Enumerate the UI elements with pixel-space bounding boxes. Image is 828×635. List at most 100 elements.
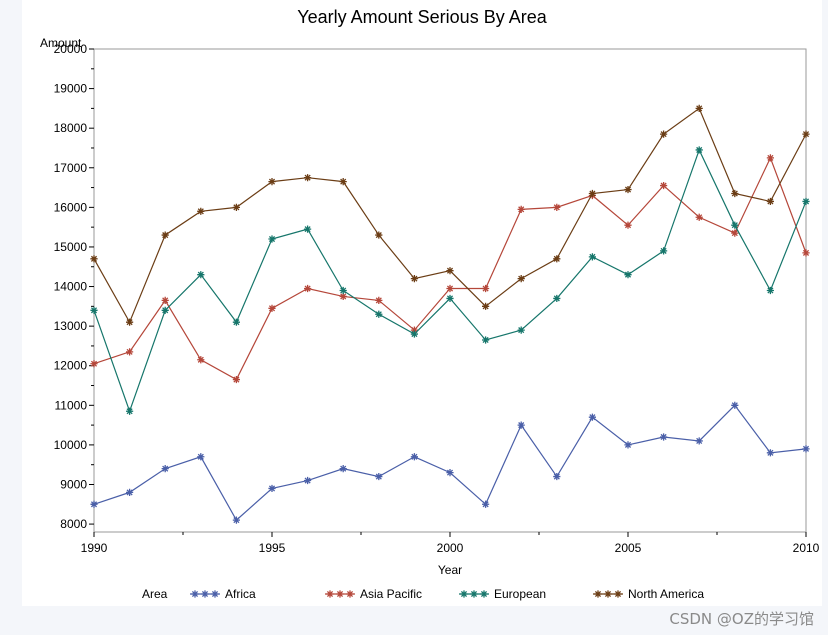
x-tick-label: 2000: [437, 541, 464, 555]
chart-panel: Yearly Amount Serious By Area Amount 8000 9…: [22, 0, 822, 606]
data-point: [410, 453, 418, 461]
data-point: [232, 516, 240, 524]
legend-marker: [460, 590, 468, 598]
data-point: [304, 284, 312, 293]
legend-marker: [614, 590, 622, 598]
data-point: [731, 229, 739, 237]
data-point: [660, 130, 668, 138]
data-point: [731, 189, 739, 198]
data-point: [766, 197, 774, 206]
legend-label: North America: [628, 587, 704, 601]
data-point: [731, 401, 739, 409]
data-point: [410, 275, 418, 283]
data-point: [304, 476, 312, 485]
data-point: [375, 296, 383, 304]
data-point: [375, 310, 383, 318]
x-tick-label: 2005: [615, 541, 642, 555]
data-point: [268, 178, 276, 186]
y-tick-label: 13000: [54, 319, 88, 333]
data-point: [802, 249, 810, 257]
data-point: [375, 231, 383, 239]
data-point: [660, 247, 668, 255]
data-point: [197, 271, 205, 279]
legend-label: Asia Pacific: [360, 587, 422, 601]
data-point: [126, 407, 134, 415]
data-point: [232, 203, 240, 211]
data-point: [517, 421, 525, 429]
data-point: [731, 221, 739, 229]
data-point: [339, 286, 347, 295]
data-point: [553, 255, 561, 263]
legend-marker: [336, 590, 344, 598]
y-tick-label: 15000: [54, 240, 88, 254]
data-point: [90, 360, 98, 368]
series-north-america: [90, 104, 810, 326]
data-point: [624, 185, 632, 194]
legend-marker: [326, 590, 334, 598]
data-point: [197, 356, 205, 364]
legend-marker: [480, 590, 488, 598]
data-point: [410, 326, 418, 334]
data-point: [660, 181, 668, 190]
data-point: [126, 318, 134, 326]
y-tick-label: 10000: [54, 438, 88, 452]
legend-label: Africa: [225, 587, 256, 601]
y-tick-label: 12000: [54, 359, 88, 373]
series-africa: [90, 401, 810, 524]
data-point: [482, 336, 490, 344]
legend-marker: [201, 590, 209, 598]
data-point: [624, 221, 632, 229]
data-point: [588, 189, 596, 198]
data-point: [482, 284, 490, 293]
watermark-text: CSDN @OZ的学习馆: [669, 610, 814, 628]
data-point: [161, 306, 169, 314]
data-point: [161, 296, 169, 304]
y-tick-label: 18000: [54, 121, 88, 135]
data-point: [339, 292, 347, 301]
data-point: [410, 330, 418, 338]
y-tick-label: 8000: [60, 517, 87, 531]
data-point: [517, 326, 525, 334]
y-tick-label: 14000: [54, 280, 88, 294]
chart-title: Yearly Amount Serious By Area: [297, 7, 547, 27]
data-point: [517, 205, 525, 213]
data-point: [304, 225, 312, 233]
data-point: [624, 441, 632, 449]
y-tick-label: 19000: [54, 82, 88, 96]
data-point: [695, 437, 703, 445]
data-point: [482, 302, 490, 310]
legend-label: European: [494, 587, 546, 601]
y-tick-label: 17000: [54, 161, 88, 175]
legend-marker: [346, 590, 354, 598]
data-point: [232, 375, 240, 384]
data-point: [126, 348, 134, 356]
data-point: [268, 235, 276, 243]
data-point: [553, 294, 561, 303]
legend-item: European: [459, 587, 546, 601]
data-point: [268, 304, 276, 312]
data-point: [802, 130, 810, 138]
legend-marker: [604, 590, 612, 598]
data-point: [766, 286, 774, 295]
legend-marker: [470, 590, 478, 598]
data-point: [446, 294, 454, 303]
data-point: [588, 253, 596, 261]
x-tick-label: 2010: [793, 541, 820, 555]
data-point: [766, 449, 774, 457]
x-tick-label: 1990: [81, 541, 108, 555]
data-point: [232, 318, 240, 326]
data-point: [553, 203, 561, 211]
y-tick-label: 16000: [54, 200, 88, 214]
data-point: [90, 255, 98, 263]
data-point: [197, 453, 205, 461]
x-axis-label: Year: [438, 563, 462, 577]
data-point: [695, 213, 703, 221]
data-point: [126, 488, 134, 497]
data-point: [161, 231, 169, 239]
series-european: [90, 146, 810, 415]
data-point: [339, 178, 347, 186]
data-point: [660, 433, 668, 441]
y-tick-label: 11000: [55, 398, 88, 412]
y-tick-label: 20000: [54, 42, 88, 56]
data-point: [802, 445, 810, 453]
